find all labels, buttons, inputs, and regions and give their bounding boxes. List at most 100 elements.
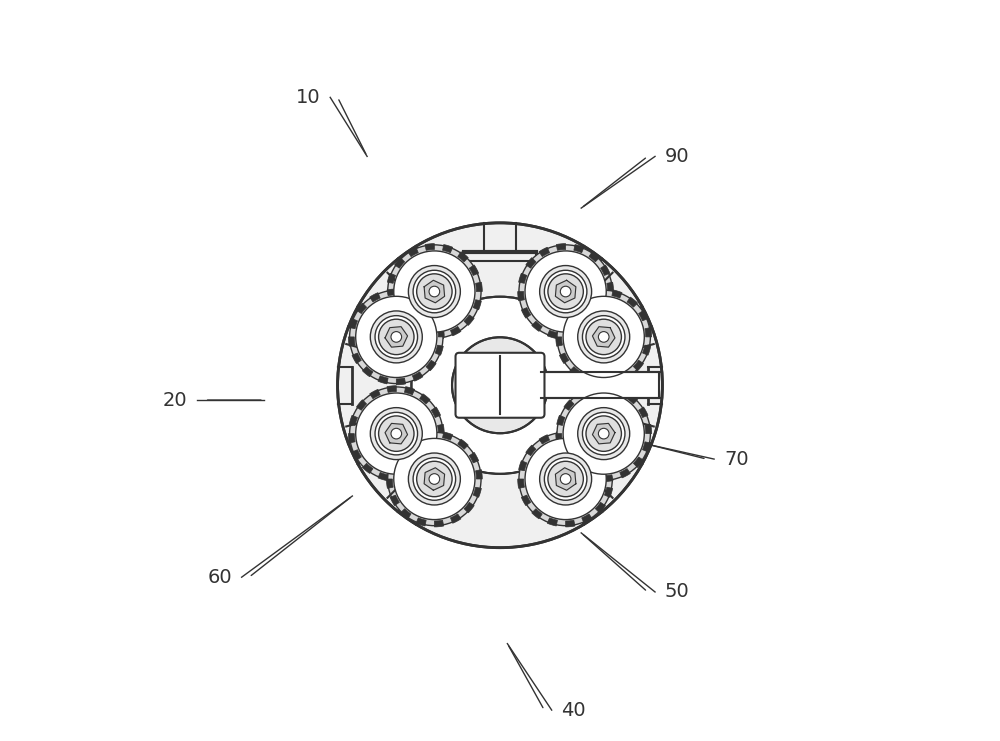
- Circle shape: [582, 316, 625, 358]
- Wedge shape: [556, 244, 566, 250]
- Wedge shape: [387, 461, 396, 471]
- Wedge shape: [557, 319, 565, 329]
- Wedge shape: [408, 247, 418, 256]
- Wedge shape: [612, 290, 622, 298]
- Wedge shape: [435, 442, 443, 452]
- Circle shape: [394, 251, 475, 332]
- Circle shape: [413, 270, 456, 313]
- Text: 70: 70: [724, 450, 749, 468]
- Wedge shape: [400, 322, 411, 331]
- Wedge shape: [604, 378, 613, 385]
- Wedge shape: [348, 433, 355, 443]
- Wedge shape: [604, 475, 613, 482]
- Wedge shape: [395, 445, 405, 456]
- Wedge shape: [620, 468, 630, 478]
- Wedge shape: [570, 367, 580, 376]
- Wedge shape: [639, 407, 648, 417]
- Wedge shape: [595, 502, 605, 513]
- Text: 40: 40: [562, 700, 586, 720]
- FancyBboxPatch shape: [456, 353, 544, 418]
- Text: 50: 50: [665, 582, 690, 602]
- Wedge shape: [585, 376, 596, 384]
- Wedge shape: [464, 502, 474, 513]
- Wedge shape: [362, 463, 373, 473]
- Wedge shape: [518, 479, 524, 488]
- Wedge shape: [556, 433, 563, 443]
- Circle shape: [548, 462, 583, 496]
- Polygon shape: [424, 468, 445, 491]
- Wedge shape: [420, 297, 430, 308]
- Wedge shape: [437, 328, 444, 337]
- Wedge shape: [577, 293, 588, 302]
- Wedge shape: [412, 372, 423, 381]
- Wedge shape: [607, 470, 614, 479]
- Circle shape: [560, 473, 571, 485]
- Wedge shape: [604, 487, 613, 497]
- Wedge shape: [349, 319, 357, 329]
- Wedge shape: [370, 389, 380, 399]
- Circle shape: [408, 453, 460, 505]
- Circle shape: [388, 432, 481, 525]
- Wedge shape: [645, 328, 652, 337]
- Polygon shape: [555, 280, 576, 303]
- Text: 20: 20: [163, 391, 187, 410]
- Wedge shape: [348, 337, 355, 346]
- Wedge shape: [450, 327, 461, 336]
- Wedge shape: [633, 360, 644, 370]
- Wedge shape: [539, 435, 550, 444]
- Wedge shape: [564, 399, 574, 411]
- Wedge shape: [589, 252, 600, 262]
- Circle shape: [582, 412, 625, 455]
- Circle shape: [563, 296, 644, 377]
- Polygon shape: [592, 327, 615, 347]
- Wedge shape: [416, 518, 426, 526]
- Circle shape: [379, 319, 414, 355]
- Wedge shape: [400, 509, 411, 519]
- Circle shape: [598, 331, 609, 342]
- Circle shape: [411, 296, 589, 473]
- Wedge shape: [356, 399, 367, 411]
- Wedge shape: [574, 432, 584, 440]
- Wedge shape: [387, 386, 396, 393]
- Bar: [338, 367, 352, 404]
- Wedge shape: [370, 293, 380, 302]
- Wedge shape: [519, 461, 527, 471]
- Text: 90: 90: [665, 147, 689, 166]
- Polygon shape: [385, 423, 408, 444]
- Circle shape: [525, 251, 606, 332]
- Wedge shape: [559, 450, 569, 460]
- Wedge shape: [607, 282, 614, 291]
- Wedge shape: [464, 315, 474, 325]
- Wedge shape: [559, 353, 569, 364]
- Circle shape: [429, 473, 440, 485]
- Wedge shape: [564, 303, 574, 313]
- Wedge shape: [645, 425, 652, 433]
- Circle shape: [519, 245, 612, 338]
- Wedge shape: [431, 407, 441, 417]
- Wedge shape: [518, 291, 524, 301]
- Circle shape: [557, 387, 650, 480]
- Circle shape: [598, 428, 609, 439]
- Circle shape: [350, 290, 443, 384]
- Wedge shape: [412, 468, 423, 478]
- Circle shape: [391, 331, 402, 342]
- Wedge shape: [349, 415, 357, 425]
- Wedge shape: [386, 291, 393, 301]
- Wedge shape: [566, 520, 575, 527]
- Circle shape: [578, 311, 630, 363]
- Wedge shape: [589, 439, 600, 449]
- Wedge shape: [577, 389, 588, 399]
- Circle shape: [525, 439, 606, 519]
- Wedge shape: [450, 514, 461, 523]
- Wedge shape: [556, 431, 566, 438]
- Circle shape: [563, 393, 644, 474]
- Wedge shape: [434, 333, 444, 339]
- Wedge shape: [469, 452, 479, 463]
- Wedge shape: [532, 509, 542, 519]
- Wedge shape: [426, 457, 436, 468]
- Wedge shape: [404, 387, 415, 395]
- Circle shape: [356, 296, 437, 377]
- Wedge shape: [519, 273, 527, 283]
- Wedge shape: [434, 520, 444, 527]
- Wedge shape: [443, 245, 453, 253]
